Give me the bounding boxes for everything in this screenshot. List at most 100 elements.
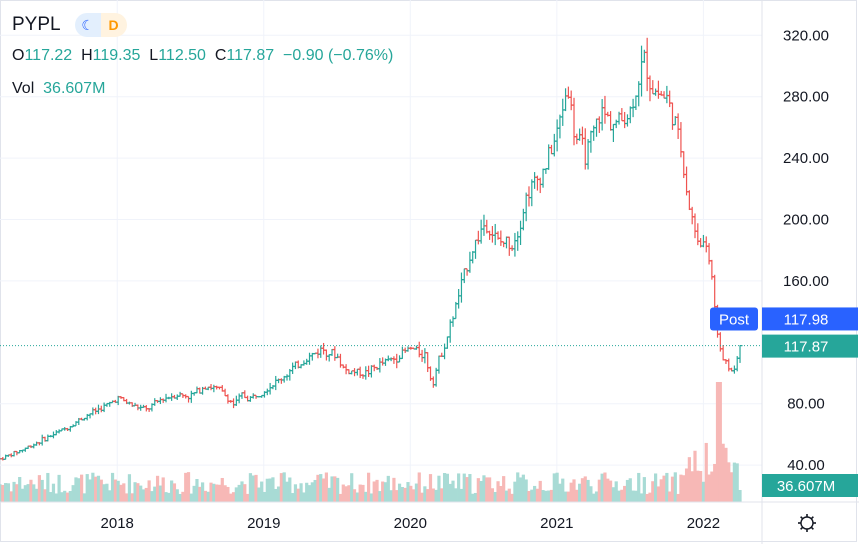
- volume-bar: [417, 472, 421, 502]
- volume-bar: [262, 491, 267, 502]
- volume-bar: [620, 489, 624, 502]
- volume-bar: [648, 492, 652, 502]
- post-price-box: [762, 307, 858, 331]
- volume-legend: Vol 36.607M: [12, 80, 105, 98]
- volume-bar: [651, 481, 655, 502]
- volume-bar: [434, 489, 438, 502]
- volume-bar: [586, 479, 590, 502]
- volume-bar: [375, 479, 379, 502]
- volume-bar: [414, 483, 419, 502]
- volume-bar: [251, 475, 255, 502]
- volume-bar: [234, 487, 238, 502]
- volume-bar: [108, 490, 112, 502]
- gear-tooth: [810, 516, 814, 520]
- symbol-title[interactable]: PYPL: [12, 14, 61, 35]
- volume-bar: [350, 473, 354, 502]
- volume-bar: [502, 476, 506, 502]
- volume-bar: [341, 484, 345, 502]
- volume-bar: [538, 480, 542, 502]
- volume-value-label: 36.607M: [777, 478, 835, 495]
- gear-icon[interactable]: [798, 514, 816, 532]
- volume-bar: [18, 476, 22, 502]
- volume-bar: [113, 479, 117, 502]
- volume-bar: [215, 484, 219, 502]
- volume-bar: [26, 484, 30, 502]
- volume-bar: [243, 484, 247, 502]
- volume-bar: [490, 488, 495, 502]
- volume-bar: [293, 484, 298, 502]
- volume-bar: [656, 486, 661, 502]
- volume-bar: [504, 490, 509, 502]
- volume-bar: [110, 472, 115, 502]
- volume-bar: [102, 484, 106, 502]
- volume-bar: [552, 473, 556, 502]
- volume-bar: [164, 492, 168, 502]
- volume-bar: [85, 474, 89, 502]
- volume-bar: [116, 480, 120, 502]
- volume-bar: [457, 473, 461, 502]
- time-tick-label: 2018: [101, 515, 134, 532]
- volume-bar: [184, 472, 188, 502]
- volume-bar: [527, 491, 531, 502]
- volume-bar: [51, 483, 56, 502]
- volume-bar: [9, 491, 13, 502]
- moon-icon[interactable]: ☾: [74, 13, 101, 37]
- volume-bar: [459, 488, 464, 502]
- post-price-label: 117.98: [784, 311, 829, 328]
- volume-bar: [701, 481, 706, 502]
- volume-bar: [321, 478, 326, 502]
- volume-bar: [338, 493, 343, 502]
- volume-bar: [223, 485, 227, 502]
- volume-bar: [451, 480, 455, 502]
- last-price-label: 117.87: [784, 339, 829, 356]
- volume-bar: [397, 483, 402, 502]
- volume-bar: [139, 485, 143, 502]
- volume-bar: [49, 492, 53, 502]
- volume-bar: [608, 480, 613, 502]
- volume-bar: [155, 475, 160, 502]
- interval-badge[interactable]: D: [100, 13, 127, 37]
- close-value: 117.87: [226, 47, 275, 64]
- volume-bar: [212, 483, 216, 502]
- volume-bar: [558, 483, 562, 502]
- volume-bar: [479, 480, 483, 502]
- volume-bar: [37, 475, 41, 502]
- post-badge[interactable]: [710, 307, 758, 331]
- volume-bar: [592, 493, 596, 502]
- volume-bar: [541, 490, 545, 502]
- volume-bar: [485, 477, 489, 502]
- volume-bar: [710, 471, 714, 502]
- price-tick-label: 160.00: [783, 273, 829, 290]
- volume-bar: [4, 483, 8, 502]
- volume-bar: [127, 474, 132, 502]
- volume-bar: [71, 485, 75, 502]
- price-tick-label: 280.00: [783, 89, 829, 106]
- volume-bar: [676, 493, 680, 502]
- volume-bar: [631, 490, 635, 502]
- volume-bar: [6, 483, 11, 502]
- volume-bar: [240, 481, 244, 502]
- volume-bar: [392, 477, 396, 502]
- volume-bar: [20, 488, 25, 502]
- volume-bar: [533, 485, 537, 502]
- volume-bar: [305, 482, 309, 502]
- volume-bar: [465, 477, 469, 502]
- price-tick-label: 240.00: [783, 150, 829, 167]
- volume-bar: [735, 463, 739, 502]
- volume-bar: [279, 473, 283, 502]
- volume-bar: [347, 485, 351, 502]
- volume-bar: [12, 481, 16, 502]
- volume-bar: [74, 477, 78, 502]
- gear-tooth: [810, 526, 814, 530]
- volume-bar: [499, 485, 503, 502]
- volume-bar: [96, 475, 101, 502]
- volume-bar: [144, 487, 148, 502]
- volume-bar: [732, 462, 736, 502]
- volume-bar: [299, 483, 303, 502]
- volume-bar: [217, 484, 222, 502]
- volume-bar: [400, 487, 404, 502]
- volume-bar: [389, 490, 393, 502]
- volume-bar: [507, 488, 511, 502]
